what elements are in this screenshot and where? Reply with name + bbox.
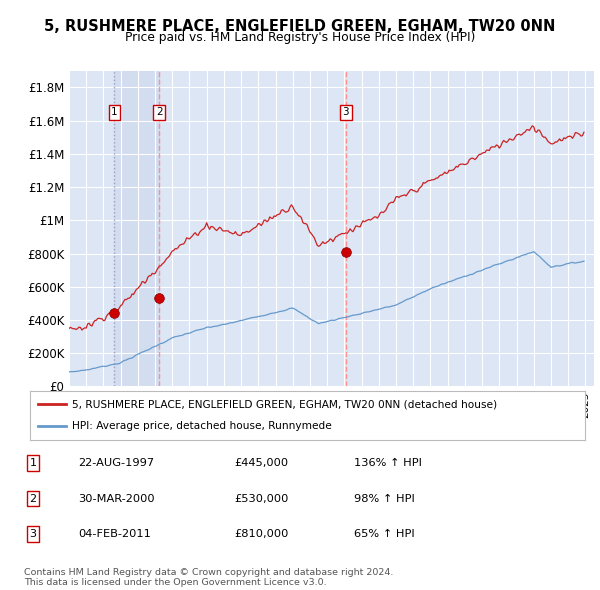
Text: 1: 1 [111, 107, 118, 117]
Text: 98% ↑ HPI: 98% ↑ HPI [354, 494, 415, 503]
Text: £810,000: £810,000 [234, 529, 289, 539]
Text: 5, RUSHMERE PLACE, ENGLEFIELD GREEN, EGHAM, TW20 0NN (detached house): 5, RUSHMERE PLACE, ENGLEFIELD GREEN, EGH… [71, 399, 497, 409]
Bar [115, 71, 160, 386]
Text: 22-AUG-1997: 22-AUG-1997 [78, 458, 154, 468]
Text: £445,000: £445,000 [234, 458, 288, 468]
Text: HPI: Average price, detached house, Runnymede: HPI: Average price, detached house, Runn… [71, 421, 331, 431]
Text: 3: 3 [343, 107, 349, 117]
Text: 5, RUSHMERE PLACE, ENGLEFIELD GREEN, EGHAM, TW20 0NN: 5, RUSHMERE PLACE, ENGLEFIELD GREEN, EGH… [44, 19, 556, 34]
Text: 2: 2 [29, 494, 37, 503]
Text: £530,000: £530,000 [234, 494, 289, 503]
Text: 1: 1 [29, 458, 37, 468]
Text: This data is licensed under the Open Government Licence v3.0.: This data is licensed under the Open Gov… [24, 578, 326, 587]
Text: 136% ↑ HPI: 136% ↑ HPI [354, 458, 422, 468]
Text: Price paid vs. HM Land Registry's House Price Index (HPI): Price paid vs. HM Land Registry's House … [125, 31, 475, 44]
Text: Contains HM Land Registry data © Crown copyright and database right 2024.: Contains HM Land Registry data © Crown c… [24, 568, 394, 577]
Text: 3: 3 [29, 529, 37, 539]
Text: 30-MAR-2000: 30-MAR-2000 [78, 494, 155, 503]
Text: 65% ↑ HPI: 65% ↑ HPI [354, 529, 415, 539]
Text: 04-FEB-2011: 04-FEB-2011 [78, 529, 151, 539]
Text: 2: 2 [156, 107, 163, 117]
